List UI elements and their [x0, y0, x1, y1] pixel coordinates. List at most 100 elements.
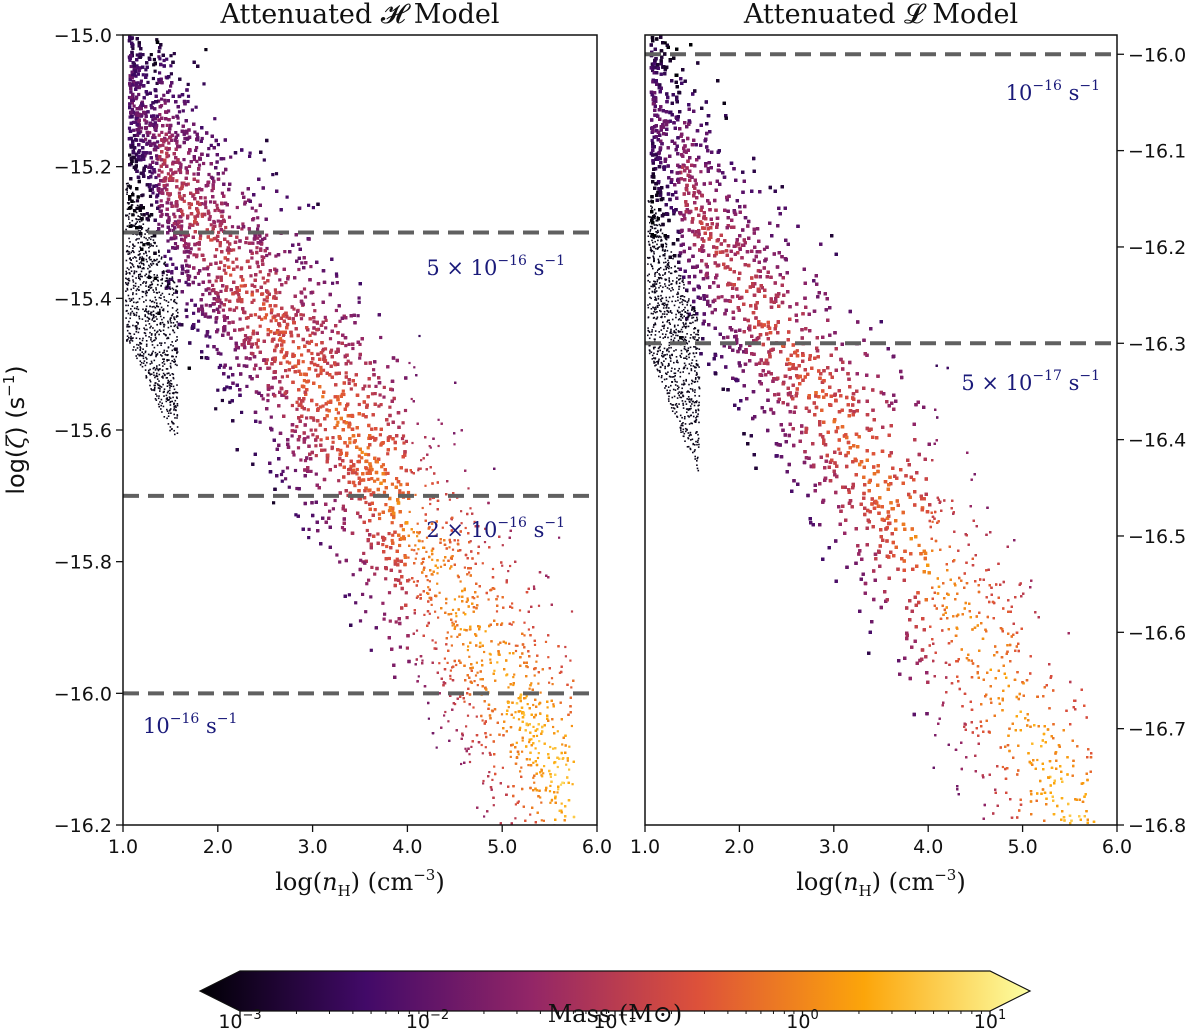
- heatmap-cell: [451, 624, 454, 627]
- heatmap-cell: [147, 214, 151, 218]
- heatmap-cell: [265, 358, 269, 362]
- heatmap-cell: [456, 635, 459, 638]
- heatmap-cell: [556, 765, 559, 769]
- heatmap-cell: [376, 532, 380, 536]
- heatmap-cell: [349, 464, 353, 468]
- heatmap-cell: [194, 105, 198, 109]
- heatmap-cell: [321, 395, 325, 399]
- heatmap-cell: [465, 600, 468, 603]
- heatmap-cell: [197, 247, 201, 251]
- heatmap-cell: [296, 446, 301, 450]
- heatmap-cell: [402, 441, 406, 445]
- heatmap-cell: [246, 325, 250, 329]
- heatmap-cell: [386, 438, 390, 442]
- heatmap-cell: [369, 648, 373, 652]
- heatmap-cell: [421, 558, 424, 561]
- heatmap-cell: [146, 80, 150, 84]
- heatmap-cell: [297, 267, 301, 272]
- heatmap-cell: [296, 361, 301, 366]
- heatmap-cell: [301, 360, 305, 364]
- heatmap-cell: [222, 157, 226, 161]
- heatmap-cell: [128, 153, 132, 157]
- heatmap-cell: [526, 703, 529, 706]
- heatmap-cell: [511, 606, 514, 609]
- heatmap-cell: [143, 118, 147, 122]
- heatmap-cell: [367, 384, 371, 388]
- heatmap-cell: [401, 421, 405, 425]
- heatmap-cell: [186, 82, 190, 86]
- heatmap-cell: [192, 172, 196, 176]
- heatmap-cell: [160, 188, 164, 192]
- heatmap-cell: [250, 256, 254, 260]
- heatmap-cell: [250, 300, 254, 304]
- heatmap-cell: [328, 337, 333, 341]
- heatmap-cell: [278, 278, 282, 282]
- heatmap-cell: [442, 559, 445, 562]
- heatmap-cell: [227, 215, 232, 219]
- heatmap-cell: [395, 557, 399, 561]
- heatmap-cell: [324, 326, 328, 330]
- heatmap-cell: [215, 248, 219, 252]
- heatmap-cell: [295, 425, 299, 429]
- heatmap-cell: [353, 471, 358, 475]
- heatmap-cell: [204, 205, 208, 210]
- heatmap-cell: [446, 631, 449, 634]
- heatmap-cell: [369, 595, 373, 599]
- heatmap-cell: [430, 596, 433, 599]
- heatmap-cell: [277, 338, 282, 342]
- heatmap-cell: [436, 582, 439, 585]
- heatmap-cell: [416, 531, 419, 534]
- heatmap-cell: [193, 217, 197, 221]
- heatmap-cell: [564, 655, 567, 658]
- heatmap-cell: [250, 206, 254, 210]
- heatmap-cell: [240, 410, 244, 414]
- heatmap-cell: [212, 219, 216, 224]
- heatmap-cell: [128, 74, 132, 78]
- heatmap-cell: [288, 361, 292, 365]
- heatmap-cell: [166, 172, 170, 176]
- heatmap-cell: [158, 57, 162, 61]
- heatmap-cell: [216, 328, 220, 332]
- heatmap-cell: [182, 158, 186, 162]
- heatmap-cell: [241, 327, 245, 331]
- heatmap-cell: [549, 775, 552, 778]
- heatmap-cell: [173, 215, 177, 219]
- heatmap-cell: [519, 770, 522, 773]
- heatmap-cell: [185, 315, 189, 319]
- heatmap-cell: [429, 502, 432, 506]
- heatmap-cell: [454, 703, 457, 706]
- heatmap-cell: [533, 643, 537, 646]
- heatmap-cell: [279, 472, 284, 477]
- heatmap-cell: [295, 486, 299, 491]
- heatmap-cell: [224, 271, 228, 275]
- heatmap-cell: [253, 234, 257, 238]
- heatmap-cell: [361, 560, 365, 564]
- heatmap-cell: [507, 570, 510, 573]
- heatmap-cell: [302, 379, 306, 383]
- heatmap-cell: [475, 661, 478, 664]
- heatmap-cell: [550, 798, 554, 801]
- heatmap-cell: [401, 528, 405, 532]
- heatmap-cell: [451, 548, 455, 551]
- heatmap-cell: [169, 257, 173, 261]
- heatmap-cell: [214, 407, 218, 411]
- heatmap-cell: [328, 509, 332, 513]
- heatmap-cell: [415, 629, 419, 632]
- heatmap-cell: [150, 171, 154, 175]
- heatmap-cell: [199, 234, 203, 238]
- heatmap-cell: [437, 444, 440, 448]
- heatmap-cell: [370, 565, 374, 569]
- heatmap-cell: [454, 625, 457, 628]
- heatmap-cell: [468, 628, 471, 631]
- heatmap-cell: [218, 363, 223, 367]
- heatmap-cell: [416, 535, 419, 538]
- heatmap-cell: [242, 284, 246, 288]
- heatmap-cell: [133, 112, 137, 116]
- heatmap-cell: [324, 318, 328, 322]
- heatmap-cell: [338, 560, 342, 564]
- heatmap-cell: [319, 438, 323, 442]
- heatmap-cell: [211, 283, 215, 287]
- heatmap-cell: [459, 580, 462, 583]
- heatmap-cell: [261, 237, 265, 241]
- heatmap-cell: [147, 176, 151, 180]
